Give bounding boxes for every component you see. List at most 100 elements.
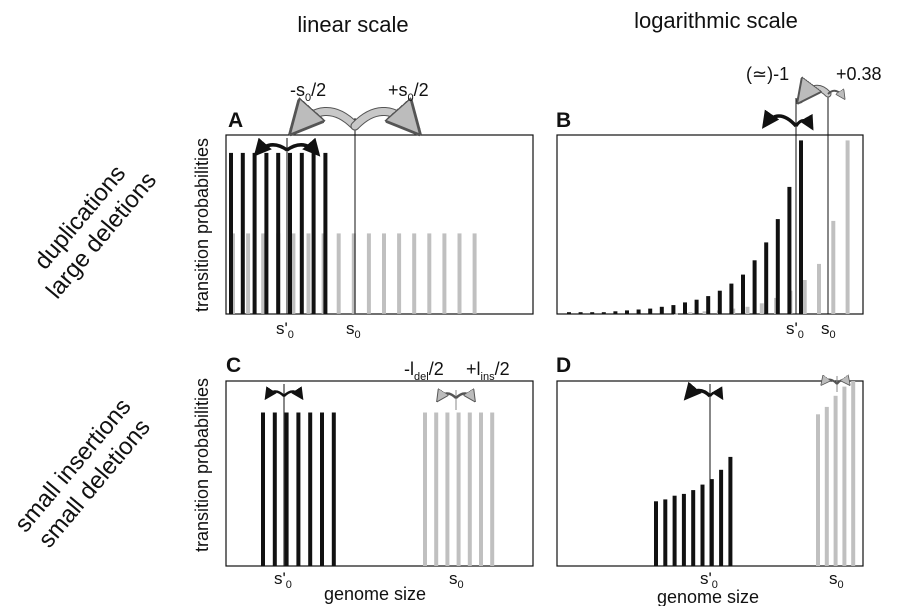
- panel-b-bar-black: [694, 299, 699, 314]
- panel-a-bar-gray: [427, 233, 432, 314]
- panel-a-frame: [225, 134, 534, 315]
- y-axis-label-top: transition probabilities: [192, 138, 212, 312]
- panel-b-bar-black: [613, 311, 618, 314]
- panel-a-bar-gray: [442, 233, 447, 314]
- panel-b-bar-black: [590, 312, 595, 314]
- panel-a-bar-black: [240, 152, 245, 314]
- panel-c-bar-black: [320, 412, 324, 566]
- panel-a-bar-black: [299, 152, 304, 314]
- panel-c-bar-black: [261, 412, 265, 566]
- panel-letter-d: D: [556, 354, 571, 377]
- panel-b-bar-gray: [845, 140, 850, 314]
- panel-d-bar-black: [719, 469, 724, 566]
- panel-letter-c: C: [226, 354, 241, 377]
- panel-a-bar-gray: [291, 233, 296, 314]
- panel-c-bar-black: [331, 412, 336, 566]
- panel-d-tick-s0prime: s'0: [700, 569, 718, 591]
- panel-c-bar-black: [284, 412, 289, 566]
- panel-d-bar-gray: [842, 386, 847, 566]
- panel-d-bar-black: [691, 490, 696, 566]
- y-axis-label-bottom: transition probabilities: [192, 378, 212, 552]
- panel-c-bar-gray: [456, 412, 461, 566]
- panel-d-bar-gray: [851, 381, 856, 566]
- panel-b-bar-black: [752, 260, 757, 314]
- panel-b-bar-gray: [817, 263, 821, 314]
- panel-a-bar-black: [323, 152, 328, 314]
- panel-b-black-arrow: [761, 109, 814, 131]
- panel-a-bar-black: [276, 152, 281, 314]
- panel-a-bar-black: [264, 152, 269, 314]
- panel-b-annotation-right: +0.38: [836, 64, 882, 84]
- panel-a-large-arrows: [294, 111, 416, 130]
- panel-b-bar-black: [706, 296, 711, 314]
- panel-c-bar-gray: [467, 412, 472, 566]
- panel-d-bar-black: [728, 456, 733, 566]
- panel-b-bar-black: [601, 312, 606, 314]
- x-axis-label-right: genome size: [657, 587, 759, 606]
- column-title-log: logarithmic scale: [634, 8, 798, 33]
- panel-d-bar-black: [672, 495, 677, 566]
- panel-c-annotation-right: +lins/2: [466, 359, 510, 383]
- panel-a-bar-gray: [472, 233, 477, 314]
- panel-b-bar-black: [578, 312, 583, 314]
- panel-a-bar-gray: [457, 233, 462, 314]
- panel-d-bar-gray: [824, 406, 829, 566]
- panel-b-bar-black: [636, 309, 641, 314]
- panel-d-black-arrow: [683, 381, 724, 401]
- panel-d-bar-gray: [816, 414, 820, 566]
- panel-a-bar-black: [288, 152, 292, 314]
- panel-a-bar-gray: [336, 233, 341, 314]
- panel-b-bar-black: [764, 242, 769, 314]
- panel-b-tick-s0: s0: [821, 319, 836, 341]
- panel-b-bar-gray: [674, 313, 678, 315]
- panel-b-bar-gray: [759, 303, 764, 314]
- panel-a-bar-gray: [397, 233, 402, 314]
- panel-d-tick-s0: s0: [829, 569, 844, 591]
- panel-d-gray-arrow: [822, 380, 849, 385]
- panel-a-bar-gray: [351, 233, 356, 314]
- panel-a-small-arrows: [253, 137, 321, 157]
- panel-d-bar-gray: [833, 395, 838, 566]
- panel-c-black-arrows: [264, 386, 304, 401]
- panel-c-gray-arrows: [438, 393, 474, 400]
- panel-a-bar-black: [311, 152, 316, 314]
- panel-c-bar-gray: [479, 412, 483, 566]
- panel-b-tick-s0prime: s'0: [786, 319, 804, 341]
- panel-b-bar-black: [648, 308, 653, 314]
- panel-b-bar-black: [741, 274, 745, 314]
- panel-b-bar-black: [625, 310, 629, 314]
- panel-b-gray-arrows: [800, 88, 844, 100]
- panel-c-annotation-left: -ldel/2: [404, 359, 444, 383]
- panel-a-tick-s0: s0: [346, 319, 361, 341]
- panel-a-bar-gray: [366, 233, 371, 314]
- panel-a-bar-black: [229, 152, 233, 314]
- panel-b-bar-gray: [688, 312, 693, 314]
- panel-a-bar-gray: [246, 233, 251, 314]
- panel-b-bar-black: [799, 140, 803, 314]
- panel-a-bar-gray: [382, 233, 386, 314]
- panel-d-bar-black: [681, 493, 686, 567]
- panel-b-bar-black: [567, 312, 571, 314]
- panel-b-bar-black: [683, 302, 687, 314]
- panel-d-bar-black: [709, 479, 714, 566]
- panel-b-bar-black: [729, 283, 734, 314]
- panel-b-bar-gray: [702, 311, 707, 314]
- panel-d-bar-black: [700, 484, 705, 566]
- panel-b-annotation-left: (≃)-1: [746, 64, 789, 84]
- panel-b-bar-black: [659, 306, 664, 314]
- panel-a-annotation-right: +s0/2: [388, 80, 429, 104]
- panel-b-bar-gray: [745, 306, 750, 314]
- panel-a-tick-s0prime: s'0: [276, 319, 294, 341]
- panel-c-tick-s0: s0: [449, 569, 464, 591]
- panel-letter-b: B: [556, 109, 571, 132]
- panel-c-bar-gray: [434, 412, 439, 566]
- panel-c-bar-black: [272, 412, 277, 566]
- panel-c-tick-s0prime: s'0: [274, 569, 292, 591]
- panel-letter-a: A: [228, 109, 243, 132]
- panel-d-bar-black: [654, 501, 658, 567]
- column-title-linear: linear scale: [297, 12, 408, 37]
- panel-c-bar-gray: [445, 412, 450, 566]
- x-axis-label-left: genome size: [324, 584, 426, 604]
- panel-b-bar-black: [775, 219, 780, 314]
